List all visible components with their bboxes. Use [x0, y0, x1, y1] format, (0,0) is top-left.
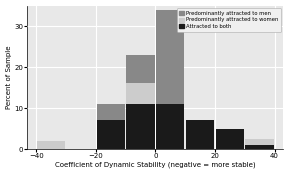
- Bar: [245, 145, 274, 149]
- Bar: [156, 10, 184, 104]
- Bar: [37, 141, 65, 149]
- Bar: [127, 83, 155, 104]
- Legend: Predominantly attracted to men, Predominantly attracted to women, Attracted to b: Predominantly attracted to men, Predomin…: [177, 8, 281, 32]
- Bar: [97, 120, 125, 149]
- Bar: [127, 104, 155, 149]
- Bar: [186, 120, 214, 149]
- Y-axis label: Percent of Sample: Percent of Sample: [5, 46, 12, 109]
- X-axis label: Coefficient of Dynamic Stability (negative = more stable): Coefficient of Dynamic Stability (negati…: [55, 162, 256, 168]
- Bar: [216, 129, 244, 149]
- Bar: [127, 55, 155, 83]
- Bar: [156, 104, 184, 149]
- Bar: [97, 104, 125, 120]
- Bar: [245, 139, 274, 145]
